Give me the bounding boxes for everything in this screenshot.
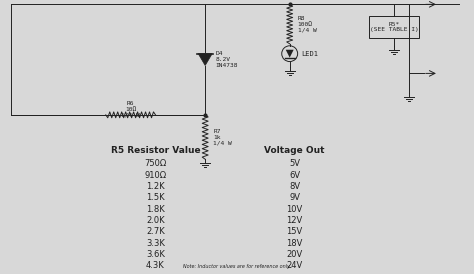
Text: 910Ω: 910Ω <box>145 171 166 179</box>
Text: 1.5K: 1.5K <box>146 193 165 202</box>
Text: R5*
(SEE TABLE I): R5* (SEE TABLE I) <box>370 22 419 32</box>
Polygon shape <box>286 50 294 58</box>
Text: 9V: 9V <box>289 193 300 202</box>
Text: 15V: 15V <box>287 227 303 236</box>
Text: 1.2K: 1.2K <box>146 182 165 191</box>
Bar <box>369 16 419 38</box>
Text: 2.7K: 2.7K <box>146 227 165 236</box>
Text: 6V: 6V <box>289 171 300 179</box>
Text: Note: Inductor values are for reference only.: Note: Inductor values are for reference … <box>183 264 291 269</box>
Text: 5V: 5V <box>289 159 300 168</box>
Text: D4
8.2V
IN4738: D4 8.2V IN4738 <box>215 51 237 68</box>
Text: R6
10Ω
1/4 W: R6 10Ω 1/4 W <box>121 101 140 118</box>
Text: 10V: 10V <box>287 205 303 214</box>
Text: 750Ω: 750Ω <box>145 159 166 168</box>
Text: 2.0K: 2.0K <box>146 216 165 225</box>
Text: 24V: 24V <box>287 261 303 270</box>
Text: Voltage Out: Voltage Out <box>264 146 325 155</box>
Text: R5 Resistor Value: R5 Resistor Value <box>110 146 201 155</box>
Text: R7
1k
1/4 W: R7 1k 1/4 W <box>213 129 232 145</box>
Text: 8V: 8V <box>289 182 300 191</box>
Text: 3.6K: 3.6K <box>146 250 165 259</box>
Text: R8
100Ω
1/4 W: R8 100Ω 1/4 W <box>298 16 316 32</box>
Text: 20V: 20V <box>287 250 303 259</box>
Text: 18V: 18V <box>286 239 303 248</box>
Text: 4.3K: 4.3K <box>146 261 165 270</box>
Polygon shape <box>198 54 212 65</box>
Text: 3.3K: 3.3K <box>146 239 165 248</box>
Text: 1.8K: 1.8K <box>146 205 165 214</box>
Text: 12V: 12V <box>287 216 303 225</box>
Text: LED1: LED1 <box>301 51 319 57</box>
